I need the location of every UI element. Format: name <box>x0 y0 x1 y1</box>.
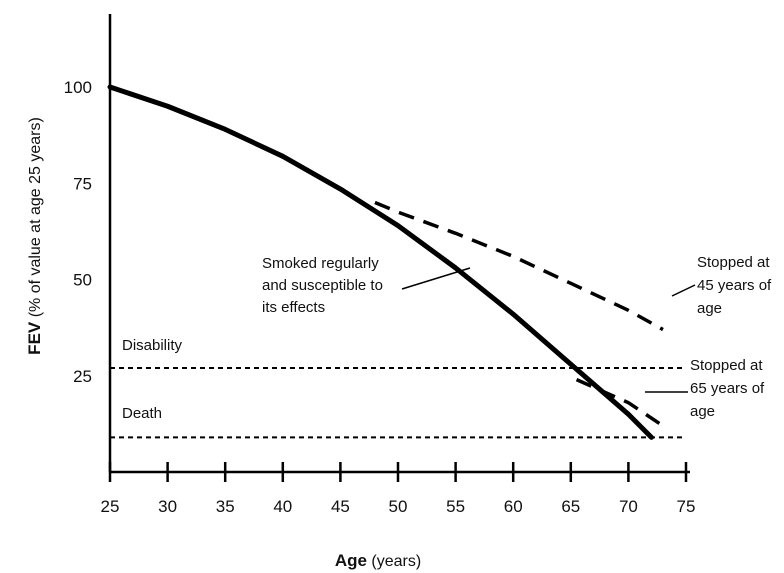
y-axis-title-main: FEV <box>25 321 44 355</box>
x-tick-label: 35 <box>216 497 235 516</box>
y-tick-label: 100 <box>64 78 92 97</box>
x-tick-label: 30 <box>158 497 177 516</box>
x-ticks: 25 30 35 40 45 50 55 60 65 70 75 <box>101 462 696 516</box>
annotation-45-line-3: age <box>697 300 722 317</box>
x-tick-label: 50 <box>389 497 408 516</box>
x-axis-title-unit: (years) <box>367 553 421 570</box>
annotation-smoked-line-1: Smoked regularly <box>262 255 379 272</box>
y-axis-title: FEV (% of value at age 25 years) <box>25 117 44 355</box>
x-tick-label: 70 <box>619 497 638 516</box>
series-group <box>107 84 664 440</box>
annotation-smoked-line-2: and susceptible to <box>262 277 383 294</box>
annotation-stopped-65: Stopped at 65 years of age <box>645 357 765 420</box>
y-tick-label: 75 <box>73 174 92 193</box>
x-tick-label: 75 <box>677 497 696 516</box>
x-axis-title: Age (years) <box>335 551 421 570</box>
y-axis-title-unit: (% of value at age 25 years) <box>27 117 44 322</box>
series-stopped-line-1 <box>374 200 664 332</box>
annotation-65-line-2: 65 years of <box>690 380 765 397</box>
y-ticks: 100 75 50 25 <box>64 78 92 386</box>
x-tick-label: 40 <box>273 497 292 516</box>
x-tick-label: 45 <box>331 497 350 516</box>
ref-label-disability: Disability <box>122 337 183 354</box>
y-tick-label: 50 <box>73 271 92 290</box>
annotation-65-line-3: age <box>690 403 715 420</box>
annotation-65-line-1: Stopped at <box>690 357 763 374</box>
annotation-45-line-2: 45 years of <box>697 277 772 294</box>
y-tick-label: 25 <box>73 367 92 386</box>
annotation-45-pointer <box>671 284 696 297</box>
x-axis-title-main: Age <box>335 551 367 570</box>
reference-lines <box>110 367 686 439</box>
x-tick-label: 60 <box>504 497 523 516</box>
x-tick-label: 25 <box>101 497 120 516</box>
series-smoker-line <box>107 84 654 440</box>
ref-label-death: Death <box>122 405 162 422</box>
x-tick-label: 55 <box>446 497 465 516</box>
annotation-stopped-45: Stopped at 45 years of age <box>671 254 772 317</box>
x-tick-label: 65 <box>561 497 580 516</box>
annotation-smoked-pointer <box>401 267 471 290</box>
annotation-45-line-1: Stopped at <box>697 254 770 271</box>
annotation-smoked: Smoked regularly and susceptible to its … <box>262 255 471 316</box>
annotation-smoked-line-3: its effects <box>262 299 325 316</box>
series-stopped-line-2 <box>575 378 664 428</box>
